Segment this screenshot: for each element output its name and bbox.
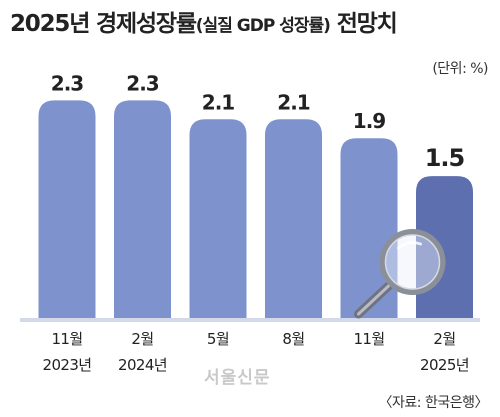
watermark-logo: 서울신문 xyxy=(204,368,271,388)
magnifier-icon xyxy=(354,229,446,319)
chart-baseline xyxy=(20,318,480,322)
title-tail: 전망치 xyxy=(329,11,398,37)
x-tick-label-5-year: 2025년 xyxy=(420,356,469,374)
x-tick-label-0: 11월 xyxy=(51,330,82,348)
bar-value-label-5: 1.5 xyxy=(425,144,465,172)
bar-value-label-4: 1.9 xyxy=(353,109,386,133)
bar-1 xyxy=(114,100,171,318)
x-tick-label-1-year: 2024년 xyxy=(118,356,167,374)
bar-0 xyxy=(38,100,96,318)
x-tick-label-0-year: 2023년 xyxy=(43,356,92,374)
unit-label: (단위: %) xyxy=(432,61,488,77)
x-tick-label-1: 2월 xyxy=(131,330,153,348)
bar-value-label-0: 2.3 xyxy=(51,71,84,95)
x-tick-label-3: 8월 xyxy=(282,330,304,348)
bar-value-label-1: 2.3 xyxy=(126,71,159,95)
title-sub: (실질 GDP 성장률) xyxy=(195,16,331,36)
title-main: 2025년 경제성장률 xyxy=(10,11,197,37)
bar-2 xyxy=(189,119,247,318)
x-tick-label-2: 5월 xyxy=(207,330,229,348)
source-note: 〈자료: 한국은행〉 xyxy=(378,395,489,411)
bar-value-label-3: 2.1 xyxy=(277,90,310,114)
chart-title: 2025년 경제성장률(실질 GDP 성장률) 전망치 xyxy=(10,4,398,38)
bar-3 xyxy=(265,119,322,318)
x-tick-label-4: 11월 xyxy=(353,330,384,348)
bar-value-label-2: 2.1 xyxy=(202,90,235,114)
x-tick-label-5: 2월 xyxy=(433,330,455,348)
